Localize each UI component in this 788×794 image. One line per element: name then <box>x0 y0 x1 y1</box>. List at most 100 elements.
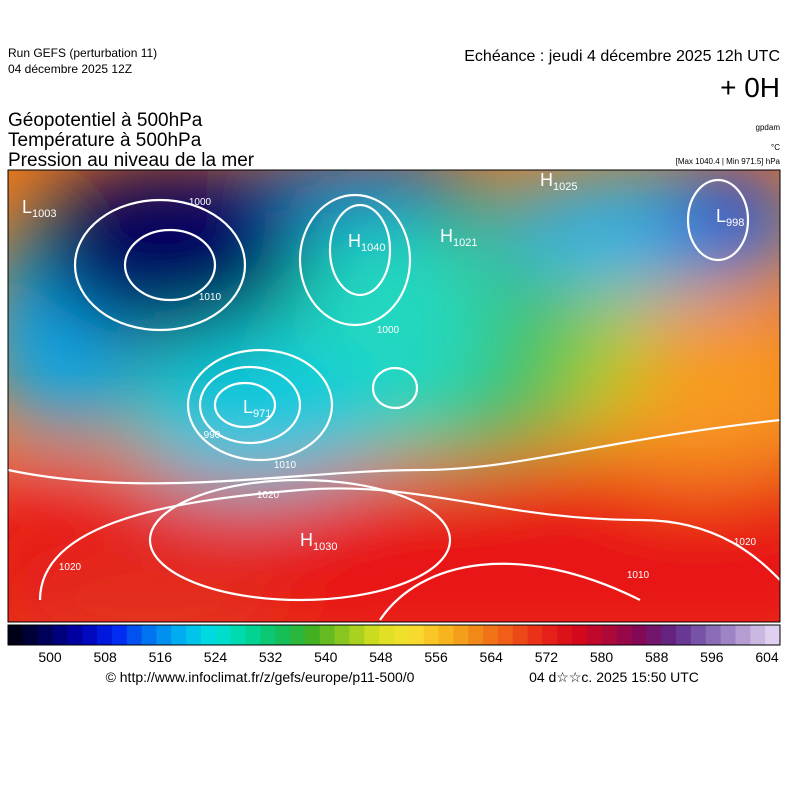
center-letter: L <box>22 197 32 217</box>
pressure-center: H1030 <box>300 530 337 553</box>
colorbar-swatch <box>245 625 261 645</box>
field: Pression au niveau de la mer <box>8 150 255 171</box>
center-value: 1003 <box>32 208 56 220</box>
center-value: 1021 <box>453 237 477 249</box>
map <box>8 170 780 622</box>
colorbar-swatch <box>735 625 751 645</box>
colorbar-swatch <box>438 625 454 645</box>
colorbar-swatch <box>275 625 291 645</box>
field: Température à 500hPa <box>8 130 202 151</box>
pressure-center: L998 <box>716 206 744 229</box>
isobar-label: 1020 <box>59 562 82 573</box>
colorbar-tick-label: 500 <box>38 649 62 665</box>
colorbar-swatch <box>705 625 722 645</box>
colorbar-swatch <box>97 625 113 645</box>
colorbar-swatch <box>334 625 350 645</box>
colorbar-swatch <box>141 625 157 645</box>
colorbar-swatch <box>408 625 425 645</box>
isobar-label: 1020 <box>734 537 757 548</box>
colorbar: 500 508 516 524 532 540 548 556 564 572 580 588 596 6… <box>7 624 781 665</box>
colorbar-swatch <box>527 625 543 645</box>
isobars <box>8 178 780 621</box>
colorbar-swatch <box>201 625 217 645</box>
colorbar-swatch <box>661 625 677 645</box>
colorbar-swatch <box>557 625 573 645</box>
colorbar-swatch <box>215 625 232 645</box>
colorbar-swatch <box>601 625 618 645</box>
colorbar-swatch <box>171 625 187 645</box>
colorbar-swatch <box>468 625 484 645</box>
lead-time: + 0H <box>720 72 780 103</box>
colorbar-swatch <box>750 625 766 645</box>
isobar-label: 1020 <box>257 490 280 501</box>
colorbar-swatch <box>319 625 336 645</box>
run: Run GEFS (perturbation 11) <box>8 46 157 60</box>
pressure-center: L971 <box>243 397 271 420</box>
colorbar-swatch <box>364 625 380 645</box>
isobar-label: 1000 <box>189 197 212 208</box>
colorbar-tick-label: 556 <box>424 649 448 665</box>
run-date: 04 décembre 2025 12Z <box>8 62 132 76</box>
colorbar-swatch <box>542 625 558 645</box>
colorbar-swatch <box>22 625 39 645</box>
colorbar-swatch <box>483 625 499 645</box>
center-value: 971 <box>253 408 271 420</box>
isobar-label: 1000 <box>377 325 400 336</box>
colorbar-swatch <box>453 625 469 645</box>
pressure-center: H1040 <box>348 231 385 254</box>
colorbar-swatch <box>8 625 24 645</box>
colorbar-swatch <box>111 625 128 645</box>
colorbar-swatch <box>379 625 395 645</box>
unit: [Max 1040.4 | Min 971.5] hPa <box>676 157 781 166</box>
colorbar-swatch <box>720 625 736 645</box>
isobar-label: 1010 <box>627 570 650 581</box>
colorbar-tick-label: 572 <box>535 649 559 665</box>
colorbar-frame <box>7 624 781 646</box>
field: Géopotentiel à 500hPa <box>8 110 203 131</box>
colorbar-swatch <box>349 625 365 645</box>
center-letter: L <box>716 206 726 226</box>
unit: °C <box>771 143 780 152</box>
center-letter: H <box>300 530 313 550</box>
colorbar-swatch <box>186 625 202 645</box>
colorbar-swatch <box>126 625 143 645</box>
colorbar-swatch <box>37 625 54 645</box>
colorbar-swatch <box>67 625 83 645</box>
colorbar-tick-label: 532 <box>259 649 283 665</box>
colorbar-swatch <box>52 625 68 645</box>
colorbar-tick-label: 508 <box>93 649 117 665</box>
colorbar-swatch <box>260 625 276 645</box>
colorbar-tick-label: 516 <box>149 649 173 665</box>
center-value: 1040 <box>361 242 385 254</box>
unit: gpdam <box>756 123 781 132</box>
colorbar-swatch <box>394 625 410 645</box>
colorbar-tick-label: 596 <box>700 649 724 665</box>
colorbar-swatch <box>690 625 707 645</box>
colorbar-swatch <box>616 625 633 645</box>
isobar-label: 990 <box>204 430 221 441</box>
colorbar-swatch <box>423 625 440 645</box>
pressure-center: H1021 <box>440 226 477 249</box>
colorbar-tick-label: 524 <box>204 649 228 665</box>
center-letter: L <box>243 397 253 417</box>
pressure-center: L1003 <box>22 197 57 220</box>
colorbar-swatch <box>497 625 514 645</box>
colorbar-tick-label: 588 <box>645 649 669 665</box>
colorbar-swatch <box>512 625 529 645</box>
colorbar-swatch <box>156 625 172 645</box>
colorbar-swatch <box>82 625 98 645</box>
colorbar-swatch <box>290 625 306 645</box>
colorbar-tick-label: 604 <box>755 649 779 665</box>
colorbar-tick-label: 564 <box>480 649 504 665</box>
colorbar-tick-label: 540 <box>314 649 338 665</box>
center-letter: H <box>440 226 453 246</box>
colorbar-swatch <box>587 625 603 645</box>
center-value: 1025 <box>553 181 577 193</box>
colorbar-swatch <box>676 625 692 645</box>
colorbar-swatch <box>646 625 662 645</box>
isobar-label: 1010 <box>199 292 222 303</box>
colorbar-swatch <box>230 625 247 645</box>
colorbar-swatch <box>304 625 321 645</box>
colorbar-tick-label: 548 <box>369 649 393 665</box>
